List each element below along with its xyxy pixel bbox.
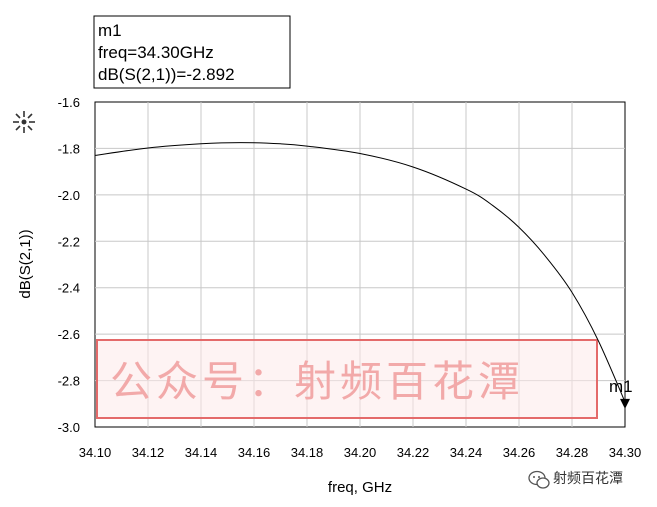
watermark: 公众号：射频百花潭 (96, 339, 598, 419)
marker-readout-freq: freq=34.30GHz (98, 43, 214, 62)
x-tick-label: 34.18 (291, 445, 324, 460)
marker-label: m1 (609, 377, 633, 396)
series-line (94, 142, 626, 403)
marker[interactable]: m1 (609, 377, 633, 409)
x-ticks: 34.10 34.12 34.14 34.16 34.18 34.20 34.22 34.24… (79, 445, 642, 460)
marker-readout-name: m1 (98, 21, 122, 40)
x-axis-label: freq, GHz (328, 479, 392, 496)
marker-readout-box[interactable] (93, 15, 291, 89)
x-tick-label: 34.30 (609, 445, 642, 460)
y-axis-label: dB(S(2,1)) (17, 229, 34, 298)
marker-triangle-icon[interactable] (620, 398, 630, 409)
y-tick-label: -2.8 (58, 374, 80, 389)
account-logo-text: 射频百花潭 (553, 470, 623, 487)
y-tick-label: -1.6 (58, 95, 80, 110)
y-tick-label: -2.4 (58, 281, 80, 296)
x-tick-label: 34.24 (450, 445, 483, 460)
x-tick-label: 34.28 (556, 445, 589, 460)
y-tick-label: -3.0 (58, 420, 80, 435)
y-tick-label: -2.2 (58, 234, 80, 249)
y-tick-label: -2.0 (58, 188, 80, 203)
starburst-icon (13, 111, 35, 133)
marker-readout-value: dB(S(2,1))=-2.892 (98, 65, 235, 84)
x-tick-label: 34.16 (238, 445, 271, 460)
x-tick-label: 34.12 (132, 445, 165, 460)
watermark-text: 公众号：射频百花潭 (110, 357, 524, 406)
x-tick-label: 34.10 (79, 445, 112, 460)
wechat-bubble-icon (528, 470, 550, 489)
watermark-frame (96, 339, 598, 419)
x-tick-label: 34.20 (344, 445, 377, 460)
y-tick-label: -2.6 (58, 327, 80, 342)
x-tick-label: 34.14 (185, 445, 218, 460)
x-tick-label: 34.22 (397, 445, 430, 460)
account-logo: 射频百花潭 (528, 470, 623, 489)
x-tick-label: 34.26 (503, 445, 536, 460)
marker-readout[interactable]: m1 freq=34.30GHz dB(S(2,1))=-2.892 (93, 15, 291, 89)
y-tick-label: -1.8 (58, 141, 80, 156)
y-ticks: -1.6 -1.8 -2.0 -2.2 -2.4 -2.6 -2.8 -3.0 (58, 95, 80, 435)
